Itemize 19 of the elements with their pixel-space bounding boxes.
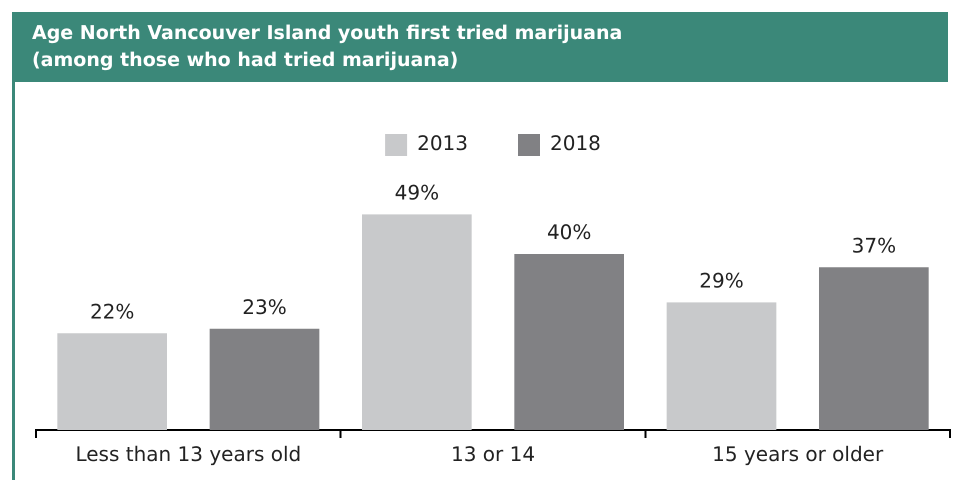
chart-subtitle: (among those who had tried marijuana) [32, 48, 460, 73]
bar [210, 328, 320, 430]
bar [818, 267, 929, 430]
data-label: 37% [852, 233, 896, 258]
bar [362, 214, 472, 430]
legend-label: 2013 [417, 131, 468, 156]
data-label: 40% [546, 220, 592, 244]
data-label: 23% [242, 295, 287, 320]
data-label: 49% [394, 180, 440, 205]
data-label: 29% [699, 268, 744, 293]
bar [57, 333, 168, 430]
bar [666, 302, 776, 430]
x-tick-label: 13 or 14 [450, 442, 536, 466]
data-label: 22% [90, 299, 134, 324]
chart-title: Age North Vancouver Island youth first tried marijuana [32, 21, 624, 46]
x-tick-label: 15 years or older [712, 442, 884, 466]
x-tick-label: Less than 13 years old [75, 442, 302, 466]
legend-label: 2018 [550, 131, 601, 156]
bar [514, 254, 624, 430]
